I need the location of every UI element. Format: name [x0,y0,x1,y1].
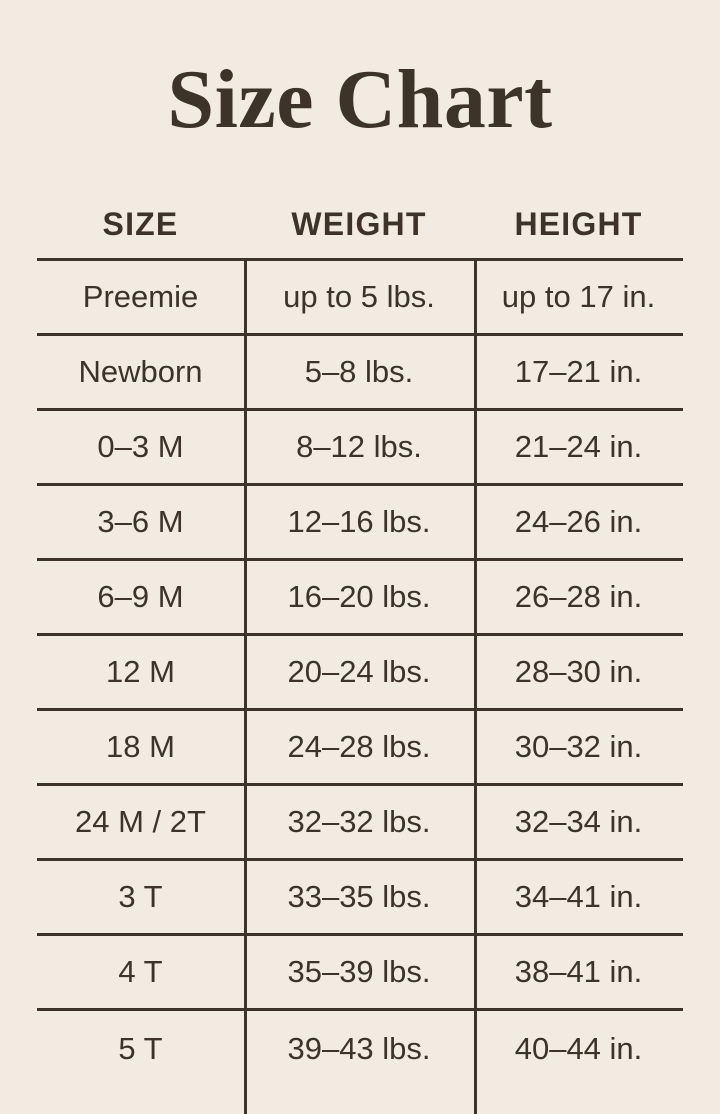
column-header-weight: WEIGHT [291,206,427,242]
cell-weight: 35–39 lbs. [287,954,431,989]
cell-weight: up to 5 lbs. [283,279,435,314]
size-chart-poster: Size Chart SIZE WEIGHT HEIGHT Preemie up… [37,53,683,1114]
cell-height: 30–32 in. [514,729,643,764]
cell-weight: 39–43 lbs. [287,1030,431,1066]
column-divider-1 [244,261,247,1114]
cell-height: 40–44 in. [514,1030,643,1066]
table-row: 0–3 M 8–12 lbs. 21–24 in. [37,411,683,486]
cell-size: 3–6 M [97,504,184,539]
column-header-size: SIZE [102,206,179,242]
cell-weight: 12–16 lbs. [287,504,431,539]
cell-height: 32–34 in. [514,804,643,839]
table-body: Preemie up to 5 lbs. up to 17 in. Newbor… [37,258,683,1114]
table-row: 24 M / 2T 32–32 lbs. 32–34 in. [37,786,683,861]
cell-weight: 16–20 lbs. [287,579,431,614]
cell-height: 26–28 in. [514,579,643,614]
table-row: 5 T 39–43 lbs. 40–44 in. [37,1011,683,1086]
cell-height: 28–30 in. [514,654,643,689]
cell-weight: 32–32 lbs. [287,804,431,839]
cell-size: 12 M [106,654,175,689]
cell-weight: 24–28 lbs. [287,729,431,764]
table-row: 6–9 M 16–20 lbs. 26–28 in. [37,561,683,636]
column-header-height: HEIGHT [514,206,643,242]
cell-size: 3 T [118,879,163,914]
page-title: Size Chart [167,53,553,146]
table-row: 12 M 20–24 lbs. 28–30 in. [37,636,683,711]
cell-size: 0–3 M [97,429,184,464]
table-row: 3–6 M 12–16 lbs. 24–26 in. [37,486,683,561]
cell-height: 34–41 in. [514,879,643,914]
cell-weight: 8–12 lbs. [296,429,422,464]
cell-size: 6–9 M [97,579,184,614]
cell-height: 38–41 in. [514,954,643,989]
cell-height: 17–21 in. [514,354,643,389]
size-chart-table: SIZE WEIGHT HEIGHT Preemie up to 5 lbs. … [37,190,683,1114]
cell-size: 24 M / 2T [75,804,206,839]
cell-size: 18 M [106,729,175,764]
table-row: 3 T 33–35 lbs. 34–41 in. [37,861,683,936]
cell-height: 24–26 in. [514,504,643,539]
column-divider-2 [474,261,477,1114]
cell-size: 5 T [118,1030,163,1066]
cell-height: up to 17 in. [501,279,656,314]
cell-weight: 33–35 lbs. [287,879,431,914]
table-row: Preemie up to 5 lbs. up to 17 in. [37,261,683,336]
table-row: 4 T 35–39 lbs. 38–41 in. [37,936,683,1011]
table-row: 18 M 24–28 lbs. 30–32 in. [37,711,683,786]
cell-size: 4 T [118,954,163,989]
table-row: Newborn 5–8 lbs. 17–21 in. [37,336,683,411]
cell-weight: 5–8 lbs. [304,354,414,389]
cell-size: Newborn [78,354,203,389]
cell-size: Preemie [82,279,199,314]
table-header-row: SIZE WEIGHT HEIGHT [37,190,683,258]
cell-height: 21–24 in. [514,429,643,464]
cell-weight: 20–24 lbs. [287,654,431,689]
